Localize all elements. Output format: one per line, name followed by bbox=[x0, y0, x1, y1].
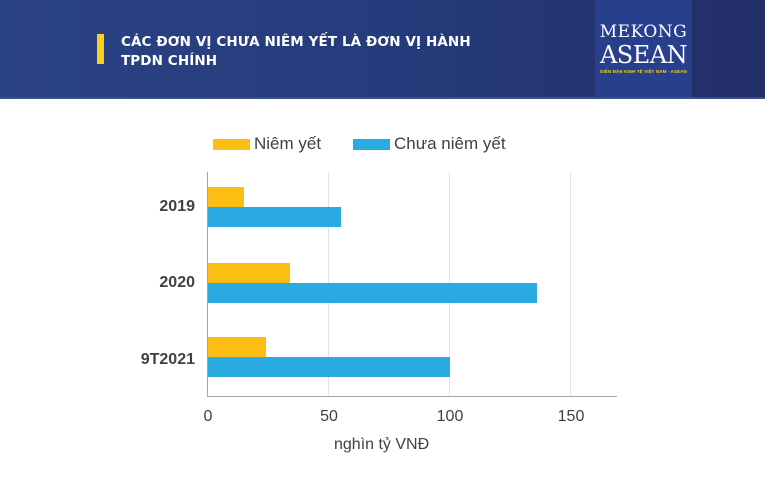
category-label-2020: 2020 bbox=[159, 274, 195, 291]
y-axis bbox=[207, 172, 208, 397]
legend-swatch-listed bbox=[213, 139, 250, 150]
bar-unlisted-2020 bbox=[208, 283, 537, 303]
logo-top-text: MEKONG bbox=[599, 22, 688, 42]
x-tick-150: 150 bbox=[557, 408, 585, 425]
x-axis-title: nghìn tỷ VNĐ bbox=[334, 436, 430, 453]
header-banner: CÁC ĐƠN VỊ CHƯA NIÊM YẾT LÀ ĐƠN VỊ HÀNH … bbox=[0, 0, 765, 98]
x-axis bbox=[207, 396, 617, 397]
category-label-2019: 2019 bbox=[159, 198, 195, 215]
chart-title: CÁC ĐƠN VỊ CHƯA NIÊM YẾT LÀ ĐƠN VỊ HÀNH … bbox=[121, 33, 471, 71]
title-line-2: TPDN CHÍNH bbox=[121, 53, 218, 69]
x-tick-100: 100 bbox=[436, 408, 464, 425]
bar-listed-9t2021 bbox=[208, 337, 266, 357]
bar-unlisted-9t2021 bbox=[208, 357, 450, 377]
x-tick-50: 50 bbox=[320, 408, 338, 425]
legend-label-unlisted: Chưa niêm yết bbox=[394, 134, 506, 153]
gridline-150 bbox=[570, 172, 571, 396]
logo-main-text: ASEAN bbox=[599, 41, 688, 69]
legend-swatch-unlisted bbox=[353, 139, 390, 150]
x-tick-0: 0 bbox=[203, 408, 213, 425]
mekong-asean-logo: MEKONG ASEAN DIỄN ĐÀN KINH TẾ VIỆT NAM -… bbox=[595, 0, 692, 98]
bar-listed-2020 bbox=[208, 263, 290, 283]
title-accent-bar bbox=[97, 34, 104, 64]
bar-listed-2019 bbox=[208, 187, 244, 207]
title-line-1: CÁC ĐƠN VỊ CHƯA NIÊM YẾT LÀ ĐƠN VỊ HÀNH bbox=[121, 34, 471, 50]
logo-subtitle: DIỄN ĐÀN KINH TẾ VIỆT NAM - ASEAN bbox=[600, 69, 687, 74]
legend-label-listed: Niêm yết bbox=[254, 134, 322, 153]
category-label-9t2021: 9T2021 bbox=[140, 351, 195, 368]
bar-unlisted-2019 bbox=[208, 207, 341, 227]
header-divider bbox=[0, 97, 765, 99]
